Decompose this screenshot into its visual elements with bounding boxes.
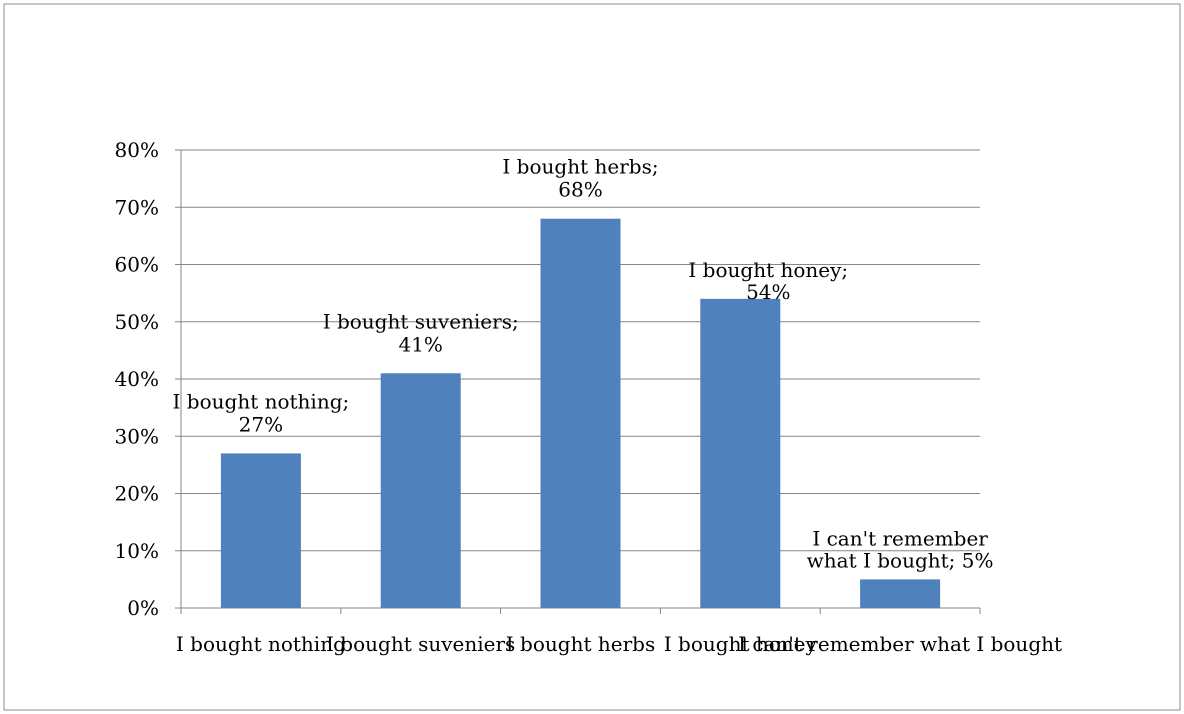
y-tick-label: 70% [115,195,159,219]
bar [540,218,621,608]
x-tick-label: I bought nothing [176,632,346,656]
y-tick-label: 60% [115,253,159,277]
y-tick-label: 0% [127,596,159,620]
y-tick-label: 10% [115,539,159,563]
data-label: what I bought; 5% [807,548,994,572]
x-tick-label: I bought suveniers [326,632,515,656]
x-tick-label: I bought herbs [506,632,655,656]
bar [860,579,941,608]
data-label: 54% [746,280,790,304]
data-label: I bought herbs; [502,155,658,179]
y-tick-label: 80% [115,138,159,162]
chart-frame [3,3,1181,711]
data-label: I can't remember [812,526,988,550]
x-tick-label: I bought honey [664,632,818,656]
data-label: 27% [239,412,283,436]
y-tick-labels: 0% 10% 20% 30% 40% 50% 60% 70% 80% [115,138,159,620]
y-tick-label: 40% [115,367,159,391]
data-labels: I bought nothing;27% I bought suveniers;4… [173,155,994,573]
x-tick-label: I can't remember what I bought [738,632,1062,656]
data-label: I bought suveniers; [323,309,519,333]
gridlines [181,149,980,552]
data-label: 68% [558,178,602,202]
y-tick-label: 50% [115,310,159,334]
bar [220,453,301,608]
y-tick-label: 20% [115,482,159,506]
bars [220,218,941,608]
data-label: I bought nothing; [173,389,350,413]
y-tick-label: 30% [115,424,159,448]
bar [700,298,781,608]
bar [380,373,461,608]
data-label: 41% [398,332,442,356]
data-label: I bought honey; [688,258,848,282]
